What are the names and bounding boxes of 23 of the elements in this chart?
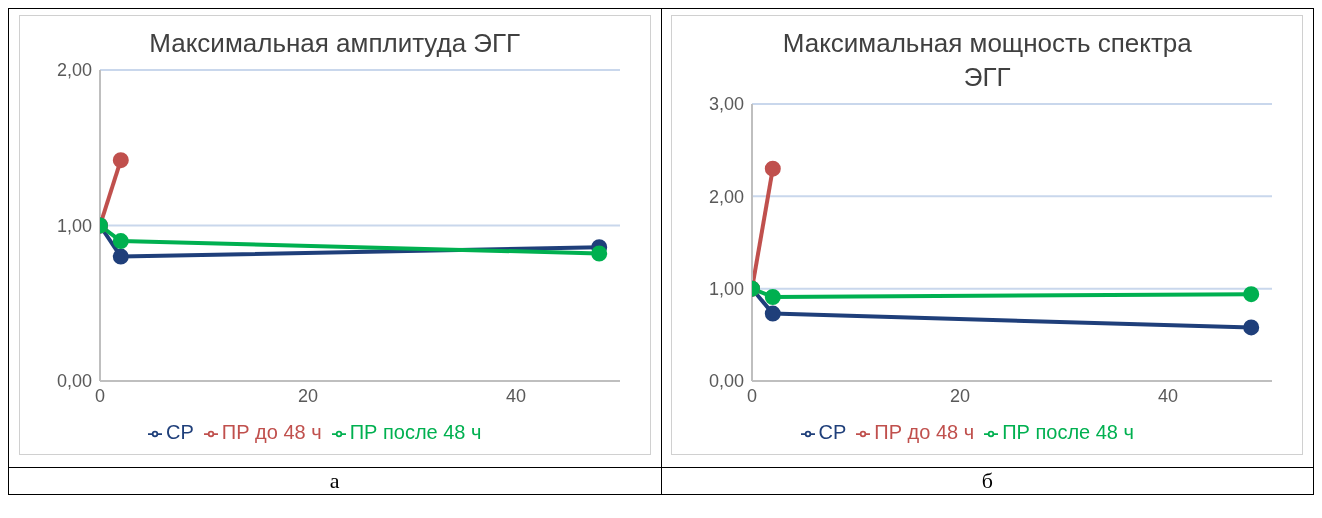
chart-title: Максимальная мощность спектра ЭГГ (781, 27, 1193, 94)
x-tick-label: 40 (505, 385, 526, 406)
y-tick-label: 3,00 (709, 94, 745, 115)
x-tick-label: 0 (747, 385, 758, 406)
legend-label: СР (166, 421, 194, 443)
y-tick-label: 2,00 (56, 60, 92, 81)
y-tick-label: 1,00 (709, 279, 745, 300)
legend-label: ПР до 48 ч (221, 421, 322, 443)
x-tick-label: 0 (94, 385, 105, 406)
legend-label: ПР после 48 ч (349, 421, 482, 443)
legend-label: ПР после 48 ч (1002, 421, 1134, 443)
legend-label: СР (818, 421, 847, 443)
y-tick-label: 0,00 (709, 371, 745, 392)
text: б (981, 468, 993, 493)
x-tick-label: 20 (950, 385, 971, 406)
y-tick-label: 1,00 (56, 215, 92, 236)
x-tick-label: 40 (1158, 385, 1179, 406)
chart-title: Максимальная амплитуда ЭГГ (148, 27, 522, 60)
legend-label: ПР до 48 ч (874, 421, 975, 443)
text: а (329, 468, 340, 493)
y-tick-label: 2,00 (709, 186, 745, 207)
x-tick-label: 20 (297, 385, 318, 406)
y-tick-label: 0,00 (56, 371, 92, 392)
